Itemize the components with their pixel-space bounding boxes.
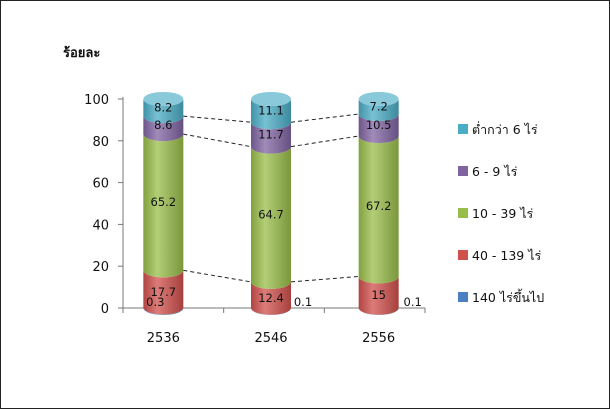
legend-item: ต่ำกว่า 6 ไร่ (458, 121, 538, 137)
y-tick-label: 100 (84, 93, 109, 108)
bar-segment (251, 146, 291, 289)
legend-swatch (458, 124, 468, 134)
bar-segment (251, 122, 291, 154)
legend-label: 140 ไร่ขึ้นไป (472, 288, 544, 305)
bar-segment (143, 270, 184, 315)
data-label: 10.5 (366, 118, 392, 132)
legend: ต่ำกว่า 6 ไร่ 6 - 9 ไร่ 10 - 39 ไร่ 40 - 13… (458, 121, 544, 305)
y-tick-label: 20 (92, 260, 109, 275)
bar-segment (358, 135, 399, 284)
bar-segment (251, 99, 291, 130)
data-label: 17.7 (151, 285, 177, 299)
series-connector-lines (183, 113, 359, 283)
data-label: 0.1 (404, 295, 422, 309)
bar-segment (143, 116, 184, 142)
x-tick-label: 2546 (254, 331, 287, 346)
bar-top-cap (143, 92, 184, 106)
bar-segment (143, 99, 184, 124)
bar-top-cap (358, 92, 399, 106)
data-label: 8.6 (154, 118, 172, 132)
legend-label: 40 - 139 ไร่ (472, 248, 541, 263)
legend-swatch (458, 292, 468, 302)
y-tick-label: 0 (101, 302, 109, 317)
data-labels: 0.317.7 65.2 8.6 8.2 0.1 12.4 64.7 11.7 11.1 0.1 1… (146, 100, 422, 309)
legend-item: 10 - 39 ไร่ (458, 206, 534, 221)
data-label: 12.4 (258, 291, 284, 305)
bar-segment (358, 276, 399, 315)
x-tick-label: 2556 (362, 331, 395, 346)
data-label: 7.2 (370, 100, 388, 114)
y-tick-label: 80 (92, 135, 109, 150)
data-label: 65.2 (151, 195, 177, 209)
data-label: 11.1 (258, 104, 284, 118)
legend-swatch (458, 250, 468, 260)
legend-swatch (458, 208, 468, 218)
legend-swatch (458, 166, 468, 176)
legend-label: ต่ำกว่า 6 ไร่ (472, 121, 538, 137)
axes: 0 20 40 60 80 100 2536 2546 2556 (84, 93, 426, 346)
data-label: 15 (371, 288, 386, 302)
series-connector-line (183, 269, 252, 283)
y-axis-label: ร้อยละ (63, 45, 100, 61)
data-label: 0.1 (294, 295, 312, 309)
bar-stack-2546 (251, 92, 291, 315)
series-connector-line (290, 275, 359, 283)
data-label: 11.7 (258, 127, 284, 141)
series-connector-line (290, 135, 359, 148)
series-connector-line (183, 115, 252, 123)
bar-stack-2556 (358, 92, 399, 315)
legend-item: 6 - 9 ไร่ (458, 164, 518, 179)
y-tick-label: 40 (92, 218, 109, 233)
bar-segment (358, 114, 399, 143)
bars (143, 92, 399, 315)
data-label: 67.2 (366, 199, 392, 213)
x-tick-label: 2536 (147, 331, 180, 346)
legend-item: 140 ไร่ขึ้นไป (458, 288, 544, 305)
bar-top-cap (251, 92, 291, 106)
legend-label: 10 - 39 ไร่ (472, 206, 534, 221)
y-tick-label: 60 (92, 177, 109, 192)
legend-label: 6 - 9 ไร่ (472, 164, 518, 179)
bar-segment (251, 281, 291, 315)
legend-item: 40 - 139 ไร่ (458, 248, 541, 263)
bar-segment (358, 99, 399, 122)
data-label: 64.7 (258, 207, 284, 221)
bar-stack-2536 (143, 92, 184, 315)
series-connector-line (290, 113, 359, 123)
data-label: 0.3 (146, 295, 164, 309)
series-connector-line (183, 133, 252, 148)
data-label: 8.2 (154, 101, 172, 115)
bar-segment (143, 134, 184, 278)
